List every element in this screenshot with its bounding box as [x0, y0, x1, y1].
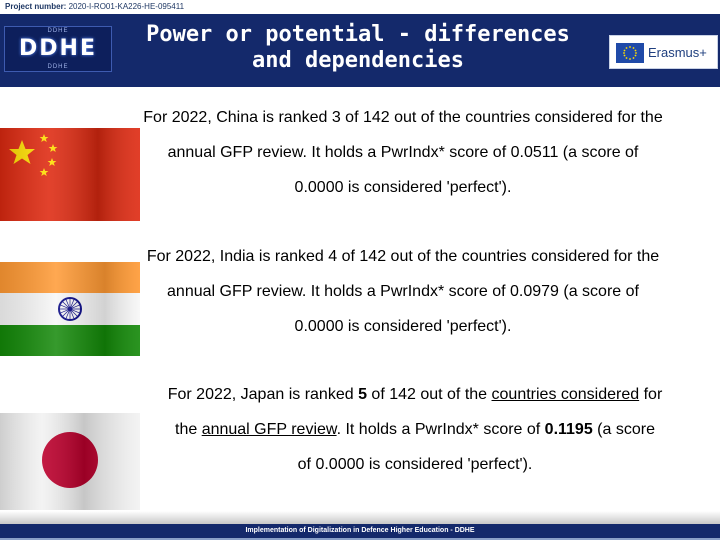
- ddhe-logo-top: DDHE: [47, 28, 69, 34]
- india-line3: 0.0000 is considered 'perfect').: [294, 318, 512, 335]
- ddhe-logo: DDHE DDHE DDHE: [4, 26, 112, 72]
- japan-line3: of 0.0000 is considered 'perfect').: [297, 456, 533, 473]
- countries-considered-link[interactable]: countries considered: [491, 386, 640, 403]
- japan-text-c: for: [639, 386, 663, 403]
- project-number-value: 2020-I-RO01-KA226-HE-095411: [68, 2, 185, 11]
- erasmus-label: Erasmus+: [648, 45, 707, 60]
- japan-flag-image: [0, 413, 140, 510]
- japan-text-f: (a score: [592, 421, 655, 438]
- footer-shadow: [0, 511, 720, 524]
- slide-title-line2: and dependencies: [252, 48, 464, 73]
- japan-rank: 5: [358, 386, 367, 403]
- footer-divider: [0, 538, 720, 540]
- slide-footer: Implementation of Digitalization in Defe…: [0, 524, 720, 538]
- japan-text-b: of 142 out of the: [366, 386, 492, 403]
- japan-line2: the annual GFP review. It holds a PwrInd…: [120, 412, 710, 447]
- slide-title-line1: Power or potential - differences: [146, 22, 570, 47]
- project-number-bar: Project number: 2020-I-RO01-KA226-HE-095…: [0, 0, 720, 14]
- japan-text-e: . It holds a PwrIndx* score of: [336, 421, 545, 438]
- ddhe-logo-bottom: DDHE: [47, 64, 69, 70]
- japan-text-d: the: [175, 421, 202, 438]
- china-line3: 0.0000 is considered 'perfect').: [294, 179, 512, 196]
- annual-gfp-review-link[interactable]: annual GFP review: [201, 421, 337, 438]
- japan-score: 0.1195: [544, 421, 593, 438]
- slide-title: Power or potential - differences and dep…: [118, 22, 598, 74]
- india-ranking-text: For 2022, India is ranked 4 of 142 out o…: [108, 239, 698, 344]
- india-line1: For 2022, India is ranked 4 of 142 out o…: [146, 248, 660, 265]
- india-flag-image: [0, 262, 140, 356]
- slide-header: DDHE DDHE DDHE Power or potential - diff…: [0, 14, 720, 87]
- japan-line1: For 2022, Japan is ranked 5 of 142 out o…: [120, 377, 710, 412]
- ddhe-logo-text: DDHE: [19, 36, 97, 61]
- china-ranking-text: For 2022, China is ranked 3 of 142 out o…: [108, 100, 698, 205]
- china-flag-image: [0, 128, 140, 221]
- india-line2: annual GFP review. It holds a PwrIndx* s…: [167, 283, 639, 300]
- japan-text-a: For 2022, Japan is ranked: [167, 386, 359, 403]
- erasmus-logo: Erasmus+: [609, 35, 718, 69]
- japan-ranking-text: For 2022, Japan is ranked 5 of 142 out o…: [120, 377, 710, 482]
- china-line2: annual GFP review. It holds a PwrIndx* s…: [167, 144, 639, 161]
- eu-flag-icon: [616, 43, 644, 63]
- project-number-label: Project number:: [5, 2, 67, 11]
- china-line1: For 2022, China is ranked 3 of 142 out o…: [143, 109, 663, 126]
